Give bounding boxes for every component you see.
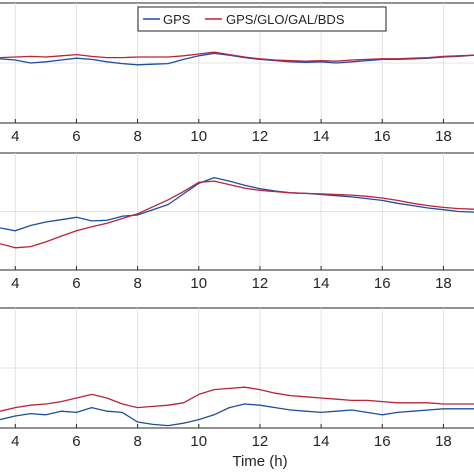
x-axis-title: Time (h)	[232, 453, 287, 470]
x-tick-label: 4	[11, 128, 19, 145]
legend-box	[137, 6, 387, 32]
series-line-multi-gnss	[0, 180, 474, 249]
x-tick-label: 10	[190, 275, 207, 292]
plot-panels: 4 6 8 10 12 14 16 18 4 6 8 10 12 14 16 18 4 6 8 10 12 14 16 18	[0, 2, 474, 450]
x-tick-label: 16	[374, 128, 391, 145]
series-line-gps	[0, 403, 474, 427]
chart-panel-2: 4 6 8 10 12 14 16 18	[0, 152, 474, 292]
x-tick-label: 16	[374, 433, 391, 450]
x-tick-label: 10	[190, 128, 207, 145]
legend: GPS GPS/GLO/GAL/BDS	[137, 6, 387, 32]
x-tick-label: 8	[133, 433, 141, 450]
x-tick-label: 4	[11, 275, 19, 292]
x-tick-label: 8	[133, 128, 141, 145]
legend-label-multi-gnss: GPS/GLO/GAL/BDS	[226, 12, 345, 27]
legend-label-gps: GPS	[163, 12, 191, 27]
chart-panel-3: 4 6 8 10 12 14 16 18	[0, 307, 474, 450]
x-tick-label: 14	[313, 275, 330, 292]
series-line-gps	[0, 176, 474, 232]
x-tick-label: 6	[72, 128, 80, 145]
x-tick-label: 16	[374, 275, 391, 292]
x-axis-label: Time (h)	[232, 453, 287, 470]
x-tick-label: 14	[313, 128, 330, 145]
x-tick-label: 4	[11, 433, 19, 450]
x-tick-label: 14	[313, 433, 330, 450]
x-tick-label: 6	[72, 275, 80, 292]
x-tick-label: 8	[133, 275, 141, 292]
x-tick-label: 10	[190, 433, 207, 450]
x-tick-label: 18	[435, 275, 452, 292]
series-line-multi-gnss	[0, 51, 474, 62]
x-tick-label: 12	[252, 275, 269, 292]
x-tick-label: 18	[435, 128, 452, 145]
x-tick-label: 12	[252, 433, 269, 450]
x-tick-label: 18	[435, 433, 452, 450]
x-tick-label: 6	[72, 433, 80, 450]
x-tick-label: 12	[252, 128, 269, 145]
series-line-multi-gnss	[0, 386, 474, 412]
